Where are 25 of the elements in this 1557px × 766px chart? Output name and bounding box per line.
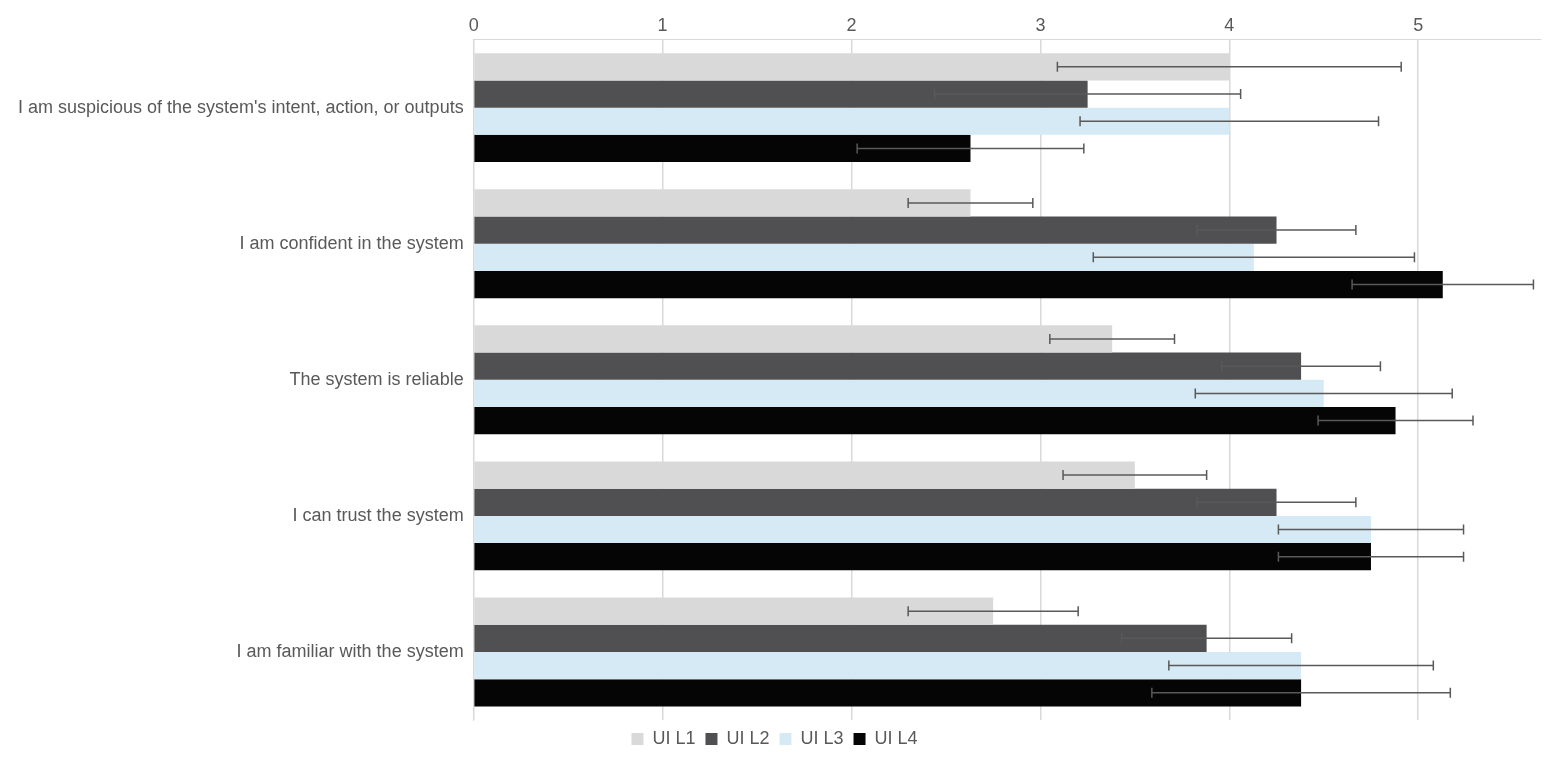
bar [474,243,1254,271]
bar [474,651,1302,680]
x-tick-label: 4 [1224,14,1235,35]
y-tick-label: I am confident in the system [239,232,464,253]
x-tick-label: 3 [1035,14,1046,35]
bar [474,134,971,163]
x-tick-label: 1 [657,14,668,35]
bar [474,515,1371,544]
x-tick-label: 0 [468,14,479,35]
bar [474,543,1371,571]
y-tick-label: I am suspicious of the system's intent, action, or outputs [17,96,464,117]
y-tick-label: I am familiar with the system [236,640,464,661]
bar [474,407,1396,435]
bar [474,679,1302,707]
legend-label: UI L3 [800,727,844,748]
bar [474,379,1324,408]
legend-label: UI L2 [726,727,770,748]
y-tick-label: I can trust the system [292,504,464,525]
x-tick-label: 5 [1413,14,1424,35]
y-tick-label: The system is reliable [289,368,464,389]
bar [474,270,1443,299]
x-tick-label: 2 [846,14,857,35]
legend-label: UI L1 [652,727,696,748]
bar [474,107,1230,135]
legend-label: UI L4 [874,727,918,748]
